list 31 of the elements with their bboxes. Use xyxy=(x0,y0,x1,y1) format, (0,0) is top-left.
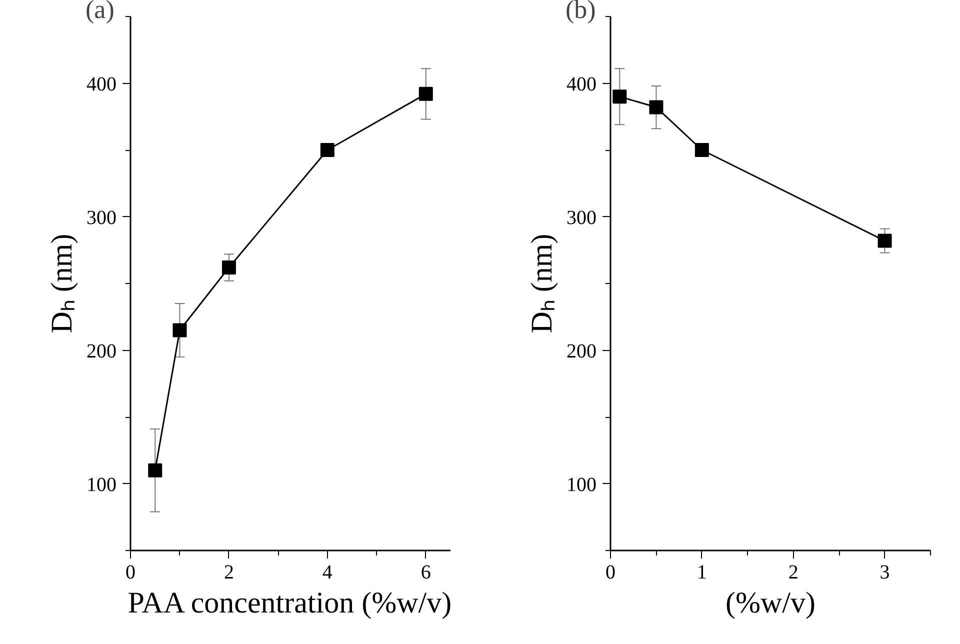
x-tick-label: 1 xyxy=(696,562,707,584)
x-axis-title: PAA concentration (%w/v) xyxy=(128,586,452,620)
x-tick-label: 2 xyxy=(788,562,798,584)
point xyxy=(694,143,709,157)
y-tick-label: 200 xyxy=(566,340,596,362)
point xyxy=(878,234,892,248)
chart-title: (b) xyxy=(566,0,596,24)
y-tick-label: 100 xyxy=(86,474,116,496)
x-tick-label: 4 xyxy=(322,562,332,584)
point xyxy=(320,143,334,157)
y-tick-label: 300 xyxy=(566,206,596,229)
x-tick-label: 6 xyxy=(420,562,431,584)
x-tick-label: 0 xyxy=(126,562,136,584)
x-tick-label: 2 xyxy=(224,562,234,584)
x-tick-label: 0 xyxy=(606,562,616,584)
point xyxy=(172,323,187,338)
y-tick-label: 300 xyxy=(86,206,116,229)
y-tick-label: 100 xyxy=(566,474,596,496)
y-tick-label: 200 xyxy=(86,340,116,362)
y-tick-label: 400 xyxy=(86,73,116,96)
x-tick-label: 3 xyxy=(880,562,890,584)
y-axis-title: Dₕ (nm) xyxy=(526,234,558,334)
point xyxy=(612,90,627,104)
y-tick-label: 400 xyxy=(566,73,596,96)
point xyxy=(148,463,162,478)
point xyxy=(418,86,433,101)
point xyxy=(222,260,236,274)
x-axis-title: (%w/v) xyxy=(726,586,816,620)
chart-title: (a) xyxy=(86,0,114,24)
point xyxy=(649,100,664,114)
y-axis-title: Dₕ (nm) xyxy=(46,234,78,334)
